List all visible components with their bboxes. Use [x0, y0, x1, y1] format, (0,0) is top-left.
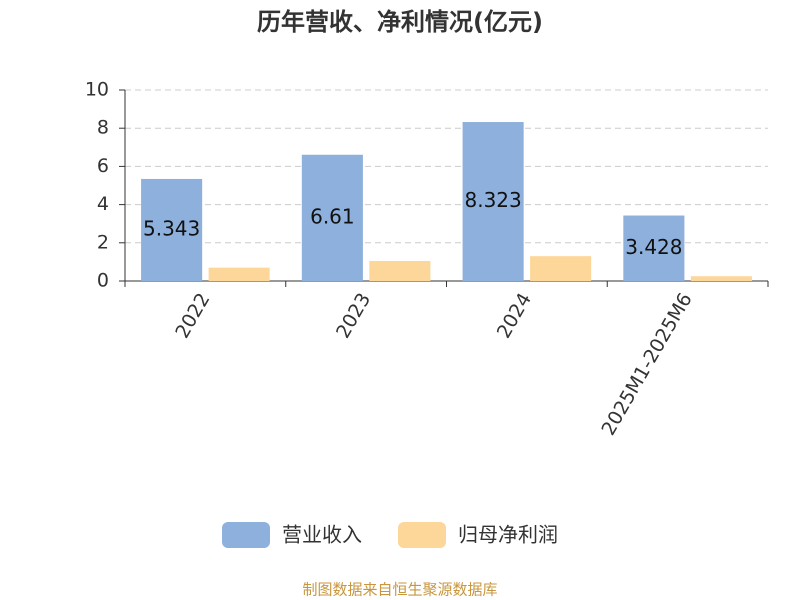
bar	[369, 260, 431, 281]
x-tick-label: 2023	[332, 289, 375, 342]
y-tick-label: 6	[97, 155, 109, 177]
x-tick-label: 2025M1-2025M6	[597, 289, 696, 439]
bar	[208, 267, 270, 281]
value-label: 8.323	[464, 188, 521, 212]
y-tick-label: 4	[97, 193, 109, 215]
legend-label: 营业收入	[282, 523, 362, 547]
legend-swatch	[398, 522, 446, 548]
source-note: 制图数据来自恒生聚源数据库	[302, 581, 497, 599]
value-label: 5.343	[143, 216, 200, 240]
bar	[690, 276, 752, 281]
bar	[301, 154, 363, 281]
y-tick-label: 2	[97, 231, 109, 253]
chart-title: 历年营收、净利情况(亿元)	[257, 8, 543, 36]
bar	[462, 122, 524, 281]
legend-swatch	[222, 522, 270, 548]
bar	[530, 256, 592, 281]
bar	[141, 178, 203, 281]
y-tick-label: 10	[85, 79, 109, 101]
y-tick-label: 0	[97, 270, 109, 292]
x-tick-label: 2024	[493, 289, 536, 342]
y-tick-label: 8	[97, 117, 109, 139]
bar	[623, 215, 685, 281]
legend-label: 归母净利润	[458, 523, 558, 547]
value-label: 6.61	[310, 204, 355, 228]
x-tick-label: 2022	[171, 289, 214, 342]
value-label: 3.428	[625, 235, 682, 259]
